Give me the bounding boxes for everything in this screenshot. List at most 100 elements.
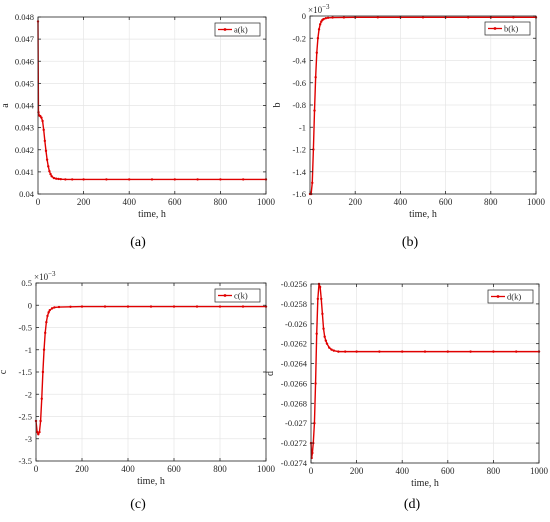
x-tick-label: 800 bbox=[487, 466, 501, 476]
data-point bbox=[321, 312, 324, 316]
y-tick-label: -2 bbox=[25, 389, 32, 399]
data-point bbox=[337, 350, 340, 353]
data-point bbox=[218, 305, 222, 308]
legend-box bbox=[214, 288, 261, 303]
y-tick-label: -0.0272 bbox=[281, 438, 307, 448]
legend: c(k) bbox=[214, 288, 261, 303]
y-axis-label: a bbox=[0, 103, 11, 108]
data-point bbox=[42, 348, 46, 351]
x-tick-label: 600 bbox=[168, 197, 182, 207]
data-point bbox=[355, 350, 358, 353]
data-point bbox=[172, 305, 176, 308]
data-point bbox=[316, 37, 320, 40]
data-point bbox=[41, 119, 44, 123]
data-point bbox=[423, 350, 427, 353]
data-point bbox=[242, 178, 245, 181]
data-point bbox=[313, 422, 316, 425]
y-tick-label: 0.046 bbox=[15, 56, 34, 66]
axis-multiplier: ×10−3 bbox=[34, 270, 56, 282]
panel-caption: (a) bbox=[130, 235, 146, 250]
y-tick-label: -0.026 bbox=[285, 319, 307, 329]
data-point bbox=[324, 17, 328, 20]
y-tick-label: 0.04 bbox=[19, 189, 35, 199]
y-tick-label: -1 bbox=[299, 122, 306, 132]
data-point bbox=[64, 178, 67, 181]
x-tick-label: 1000 bbox=[257, 464, 276, 474]
y-tick-label: -1.5 bbox=[19, 367, 32, 377]
data-point bbox=[315, 51, 318, 54]
data-point bbox=[105, 178, 108, 181]
data-point bbox=[512, 16, 515, 19]
data-point bbox=[469, 350, 472, 353]
data-point bbox=[241, 305, 245, 308]
legend-label: b(k) bbox=[504, 24, 518, 34]
data-point bbox=[318, 23, 322, 26]
x-axis-label: time, h bbox=[137, 476, 165, 487]
y-axis-label: d bbox=[265, 371, 276, 376]
x-tick-label: 600 bbox=[441, 466, 455, 476]
data-point bbox=[40, 397, 43, 400]
y-tick-label: -0.0256 bbox=[281, 279, 307, 289]
x-tick-label: 200 bbox=[75, 464, 89, 474]
panel-caption: (b) bbox=[402, 235, 419, 250]
y-tick-label: 0.041 bbox=[15, 167, 34, 177]
y-tick-label: -3.5 bbox=[19, 456, 32, 466]
x-tick-label: 600 bbox=[167, 464, 181, 474]
data-point bbox=[42, 128, 45, 132]
data-point bbox=[173, 178, 176, 181]
y-tick-label: 0.044 bbox=[15, 101, 35, 111]
x-tick-label: 200 bbox=[350, 466, 364, 476]
data-point bbox=[82, 178, 85, 181]
x-tick-label: 200 bbox=[77, 197, 91, 207]
y-tick-label: -0.8 bbox=[293, 100, 306, 110]
x-tick-label: 1000 bbox=[257, 197, 276, 207]
data-point bbox=[421, 16, 425, 19]
data-point bbox=[318, 285, 322, 289]
axis-multiplier-base: ×10 bbox=[308, 5, 323, 15]
data-point bbox=[45, 158, 49, 161]
data-point bbox=[39, 419, 42, 423]
x-axis-label: time, h bbox=[409, 209, 437, 220]
series-line-ck bbox=[35, 305, 266, 435]
data-point bbox=[323, 335, 326, 338]
data-point bbox=[150, 178, 154, 181]
panel-d: 0 200 400 600 800 1000 -0.0274 -0.0272 -0.027 -0.… bbox=[265, 279, 549, 512]
x-tick-label: 1000 bbox=[530, 466, 549, 476]
y-tick-label: 0 bbox=[28, 300, 32, 310]
x-tick-label: 800 bbox=[214, 197, 228, 207]
y-tick-label: -3 bbox=[25, 434, 32, 444]
data-point bbox=[196, 178, 199, 181]
x-tick-label: 800 bbox=[213, 464, 227, 474]
data-point bbox=[80, 305, 84, 308]
data-point bbox=[331, 16, 334, 19]
data-point bbox=[48, 170, 51, 173]
data-point bbox=[59, 177, 62, 181]
y-tick-label: 0 bbox=[302, 11, 306, 21]
y-tick-label: -0.0274 bbox=[281, 458, 308, 468]
y-tick-label: -0.6 bbox=[293, 78, 306, 88]
data-point bbox=[515, 350, 518, 353]
data-point bbox=[219, 178, 222, 181]
series-markers bbox=[309, 282, 541, 460]
data-point bbox=[40, 116, 43, 119]
legend-label: c(k) bbox=[234, 291, 248, 301]
data-point bbox=[320, 297, 323, 301]
data-point bbox=[126, 305, 130, 308]
data-point bbox=[50, 307, 54, 310]
series-markers bbox=[36, 20, 268, 181]
data-point bbox=[325, 342, 329, 345]
series-markers bbox=[34, 305, 268, 436]
data-point bbox=[316, 297, 320, 301]
data-point bbox=[69, 305, 72, 309]
y-tick-label: -1.6 bbox=[293, 189, 306, 199]
axes-box bbox=[310, 283, 540, 464]
y-axis-label: b bbox=[272, 103, 283, 108]
data-point bbox=[492, 350, 495, 353]
y-tick-label: -0.5 bbox=[19, 323, 32, 333]
data-point bbox=[35, 430, 39, 434]
data-point bbox=[103, 305, 107, 308]
x-tick-label: 400 bbox=[395, 466, 409, 476]
data-point bbox=[195, 305, 199, 308]
y-tick-label: -1.4 bbox=[293, 167, 307, 177]
data-point bbox=[324, 339, 328, 342]
